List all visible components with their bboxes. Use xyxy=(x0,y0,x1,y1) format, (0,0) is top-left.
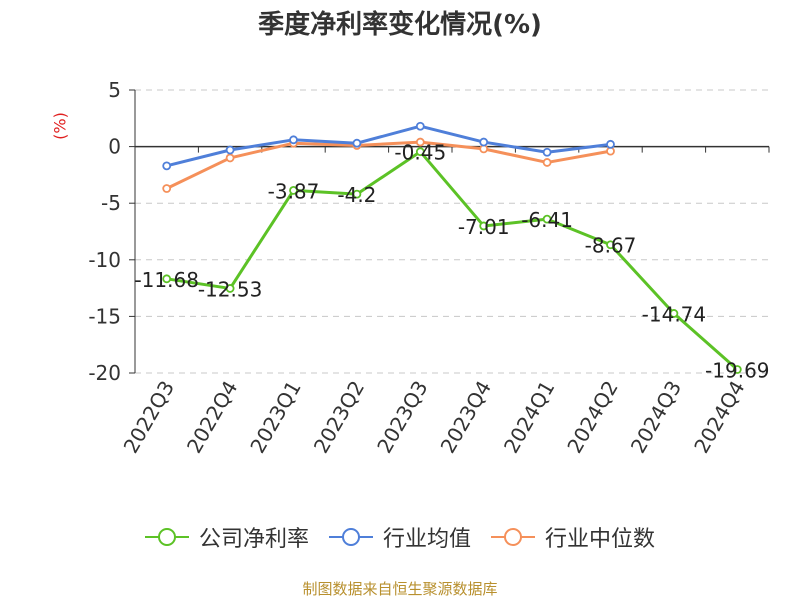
data-label: -3.87 xyxy=(268,179,320,203)
y-tick-label: -5 xyxy=(101,191,121,215)
series-line xyxy=(166,150,739,371)
y-tick-labels: 5 0 -5 -10 -15 -20 xyxy=(88,78,121,385)
data-point xyxy=(289,186,298,195)
legend-label: 行业中位数 xyxy=(545,527,656,552)
data-point xyxy=(542,158,552,167)
data-point xyxy=(415,137,425,147)
data-point xyxy=(542,214,552,224)
legend-label: 公司净利率 xyxy=(198,527,309,552)
data-label: -7.01 xyxy=(458,215,510,239)
data-point xyxy=(289,135,298,145)
data-label: -19.69 xyxy=(705,358,769,382)
data-point xyxy=(542,147,552,157)
data-point xyxy=(479,137,489,147)
data-label: -6.41 xyxy=(521,208,573,232)
data-label: -8.67 xyxy=(585,234,637,258)
legend: 公司净利率 行业均值 行业中位数 xyxy=(0,521,800,553)
x-tick-label: 2023Q3 xyxy=(372,377,432,458)
data-point xyxy=(225,153,235,163)
series-lines xyxy=(162,121,742,374)
legend-marker-icon xyxy=(144,528,189,546)
data-label: -12.53 xyxy=(198,277,262,301)
data-point xyxy=(415,147,425,157)
data-label: -4.2 xyxy=(337,183,376,207)
x-tick-label: 2023Q2 xyxy=(309,377,369,458)
y-tick-label: -20 xyxy=(88,361,121,385)
x-tick-label: 2023Q4 xyxy=(436,377,496,458)
data-point xyxy=(415,121,425,131)
data-point xyxy=(352,138,362,148)
data-label: -14.74 xyxy=(642,302,706,326)
x-tick-label: 2024Q1 xyxy=(499,377,559,458)
data-point xyxy=(669,309,679,318)
data-point xyxy=(606,240,615,250)
data-label: -0.45 xyxy=(394,141,446,165)
series-line xyxy=(166,140,611,190)
data-point xyxy=(162,184,172,193)
data-point xyxy=(162,161,172,171)
y-tick-label: 0 xyxy=(108,135,121,159)
chart-title: 季度净利率变化情况(%) xyxy=(258,10,542,40)
grid-lines xyxy=(135,89,769,374)
y-tick-label: 5 xyxy=(108,78,121,102)
x-tick-label: 2022Q4 xyxy=(182,377,242,458)
data-labels: -11.68-12.53 -3.87 -4.2 -0.45 -7.01 -6.41 -8.6… xyxy=(134,141,769,383)
x-tick-labels: 2022Q3 2022Q4 2023Q1 2023Q2 2023Q3 2023Q4 2024… xyxy=(119,377,750,458)
legend-item-industry-average[interactable]: 行业均值 xyxy=(328,521,471,553)
data-point xyxy=(225,145,235,155)
data-source-note: 制图数据来自恒生聚源数据库 xyxy=(302,580,498,598)
x-tick-label: 2024Q2 xyxy=(562,377,622,458)
legend-item-company-net-margin[interactable]: 公司净利率 xyxy=(144,521,309,553)
legend-item-industry-median[interactable]: 行业中位数 xyxy=(491,521,655,553)
data-point xyxy=(479,221,489,231)
legend-label: 行业均值 xyxy=(382,527,471,552)
legend-marker-icon xyxy=(491,528,535,546)
data-point xyxy=(352,189,362,199)
data-point xyxy=(225,284,235,293)
y-tick-label: -15 xyxy=(88,304,121,328)
x-tick-label: 2024Q3 xyxy=(626,377,686,458)
y-tick-label: -10 xyxy=(88,248,121,272)
line-chart: 50-5-10-15-20 2022Q3 2022Q4 2023Q1 2023Q2 20… xyxy=(88,78,769,458)
series-line xyxy=(166,124,611,168)
legend-marker-icon xyxy=(328,528,373,546)
x-tick-label: 2022Q3 xyxy=(119,377,179,458)
data-label: -11.68 xyxy=(134,268,198,292)
x-tick-label: 2024Q4 xyxy=(689,377,749,458)
data-point xyxy=(162,274,172,284)
data-point xyxy=(732,365,742,374)
data-point xyxy=(606,139,615,149)
x-tick-label: 2023Q1 xyxy=(245,377,305,458)
